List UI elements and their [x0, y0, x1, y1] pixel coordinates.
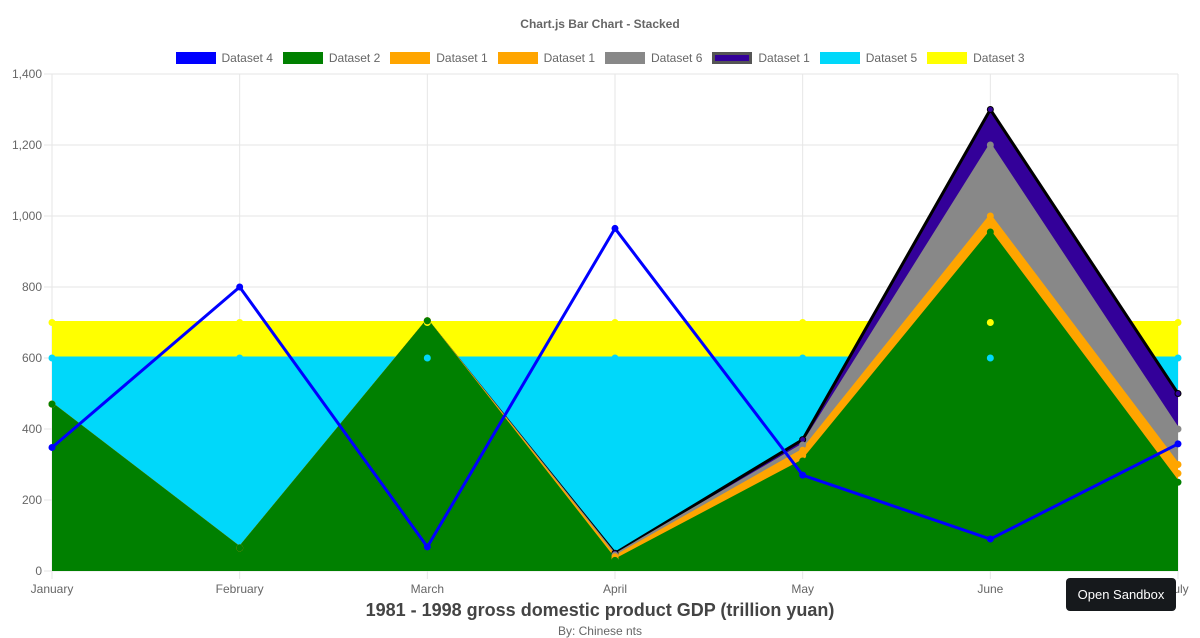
legend-label: Dataset 3 — [973, 51, 1025, 65]
y-tick-label: 1,200 — [12, 138, 42, 152]
x-tick-label: March — [411, 582, 444, 596]
point-dataset-4 — [799, 471, 807, 479]
point-dataset-3 — [48, 319, 56, 326]
legend-swatch — [819, 52, 860, 64]
series-points — [48, 106, 1182, 564]
open-sandbox-button[interactable]: Open Sandbox — [1066, 578, 1176, 611]
legend-label: Dataset 1 — [758, 51, 810, 65]
point-dataset-5 — [986, 354, 994, 362]
point-dataset-3 — [611, 319, 619, 326]
point-dataset-2 — [1174, 478, 1182, 486]
legend-label: Dataset 2 — [328, 51, 381, 65]
legend-swatch — [390, 52, 431, 64]
y-tick-label: 1,000 — [12, 209, 42, 223]
x-tick-label: February — [216, 582, 264, 596]
point-dataset-2 — [986, 228, 994, 236]
x-tick-label: January — [31, 582, 74, 596]
point-dataset-4 — [1174, 440, 1182, 448]
legend-item-dataset-2[interactable]: Dataset 2 — [282, 51, 381, 65]
point-dataset-3 — [986, 319, 994, 326]
series-areas — [51, 108, 1180, 571]
point-dataset-6 — [1174, 425, 1182, 433]
point-dataset-1 — [1174, 461, 1182, 468]
legend-swatch — [497, 52, 538, 64]
chart-subtitle: By: Chinese nts — [557, 624, 643, 638]
y-tick-label: 1,400 — [12, 67, 42, 81]
legend-item-dataset-1[interactable]: Dataset 1 — [390, 51, 488, 65]
legend-swatch — [282, 52, 323, 64]
point-dataset-3 — [799, 319, 807, 326]
x-axis-title: 1981 - 1998 gross domestic product GDP (… — [365, 600, 835, 620]
legend-label: Dataset 1 — [543, 51, 595, 65]
legend-swatch — [927, 52, 968, 64]
point-dataset-5 — [48, 354, 56, 362]
point-dataset-1 — [1174, 390, 1182, 397]
chart-legend: Dataset 4 Dataset 2 Dataset 1 Dataset 1 Data… — [0, 49, 1200, 67]
point-dataset-4 — [236, 283, 244, 291]
x-tick-label: June — [977, 582, 1003, 596]
point-dataset-3 — [236, 319, 244, 326]
area-dataset-2 — [52, 231, 1178, 571]
point-dataset-2 — [611, 556, 619, 564]
y-tick-label: 200 — [22, 493, 42, 507]
y-tick-label: 400 — [22, 422, 42, 436]
point-dataset-4 — [986, 535, 994, 543]
point-dataset-1 — [1174, 469, 1182, 477]
legend-swatch — [712, 52, 753, 64]
point-dataset-6 — [986, 141, 994, 149]
point-dataset-2 — [799, 457, 807, 465]
y-tick-label: 800 — [22, 280, 42, 294]
point-dataset-4 — [611, 224, 619, 232]
legend-item-dataset-4[interactable]: Dataset 4 — [175, 51, 273, 65]
axis-ticks: 0 200 400 600 800 1,000 1,200 1,400 January Febru… — [12, 67, 1189, 596]
point-dataset-1 — [986, 212, 994, 220]
point-dataset-5 — [423, 354, 431, 362]
point-dataset-1 — [986, 106, 994, 113]
legend-label: Dataset 5 — [865, 51, 918, 65]
legend-item-dataset-1[interactable]: Dataset 1 — [712, 51, 810, 65]
point-dataset-2 — [423, 317, 431, 325]
legend-item-dataset-6[interactable]: Dataset 6 — [605, 51, 702, 65]
point-dataset-3 — [1174, 319, 1182, 326]
legend-swatch — [605, 52, 645, 64]
point-dataset-5 — [1174, 354, 1182, 362]
y-tick-label: 600 — [22, 351, 42, 365]
legend-label: Dataset 1 — [436, 51, 488, 65]
legend-item-dataset-3[interactable]: Dataset 3 — [927, 51, 1025, 65]
legend-label: Dataset 4 — [221, 51, 273, 65]
legend-swatch — [175, 52, 216, 64]
legend-item-dataset-5[interactable]: Dataset 5 — [819, 51, 918, 65]
point-dataset-2 — [236, 544, 244, 552]
chart-title: Chart.js Bar Chart - Stacked — [520, 17, 680, 31]
point-dataset-5 — [236, 354, 244, 362]
y-tick-label: 0 — [35, 564, 42, 578]
point-dataset-4 — [423, 543, 431, 551]
point-dataset-5 — [611, 354, 619, 362]
point-dataset-2 — [48, 400, 56, 408]
point-dataset-4 — [48, 443, 56, 451]
legend-item-dataset-1[interactable]: Dataset 1 — [497, 51, 595, 65]
point-dataset-5 — [799, 354, 807, 362]
x-tick-label: April — [603, 582, 627, 596]
legend-label: Dataset 6 — [651, 51, 703, 65]
x-tick-label: May — [791, 582, 814, 596]
point-dataset-1 — [986, 221, 994, 229]
